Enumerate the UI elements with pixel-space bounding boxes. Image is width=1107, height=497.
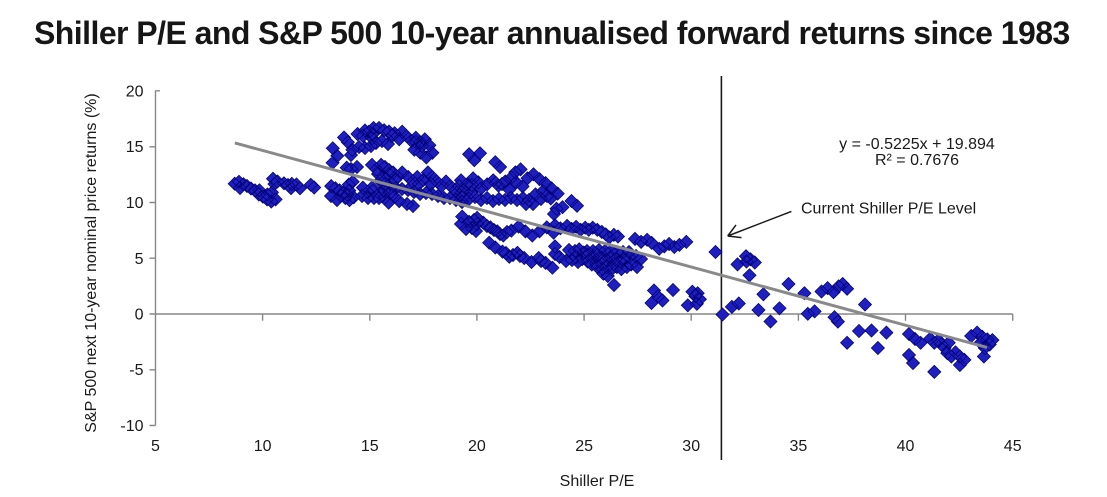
svg-text:5: 5 — [151, 438, 160, 455]
svg-text:15: 15 — [126, 139, 144, 156]
svg-text:20: 20 — [126, 84, 144, 101]
svg-text:-5: -5 — [129, 362, 143, 379]
svg-text:10: 10 — [254, 438, 272, 455]
svg-text:10: 10 — [126, 195, 144, 212]
svg-text:S&P 500 next 10-year nominal p: S&P 500 next 10-year nominal price retur… — [83, 93, 100, 432]
svg-text:R² = 0.7676: R² = 0.7676 — [875, 152, 959, 169]
svg-text:25: 25 — [575, 438, 593, 455]
svg-text:35: 35 — [790, 438, 808, 455]
svg-text:y = -0.5225x + 19.894: y = -0.5225x + 19.894 — [839, 136, 995, 153]
svg-text:15: 15 — [361, 438, 379, 455]
svg-text:Current Shiller P/E Level: Current Shiller P/E Level — [801, 201, 976, 218]
svg-text:Shiller P/E: Shiller P/E — [560, 473, 635, 490]
svg-text:30: 30 — [682, 438, 700, 455]
svg-text:0: 0 — [135, 307, 144, 324]
svg-text:5: 5 — [135, 251, 144, 268]
svg-text:45: 45 — [1004, 438, 1022, 455]
svg-text:20: 20 — [468, 438, 486, 455]
svg-text:-10: -10 — [120, 418, 143, 435]
svg-text:40: 40 — [897, 438, 915, 455]
